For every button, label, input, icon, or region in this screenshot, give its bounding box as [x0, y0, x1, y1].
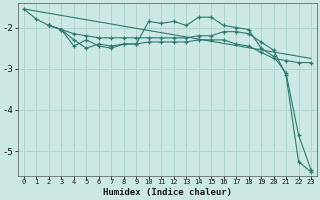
X-axis label: Humidex (Indice chaleur): Humidex (Indice chaleur) [103, 188, 232, 197]
